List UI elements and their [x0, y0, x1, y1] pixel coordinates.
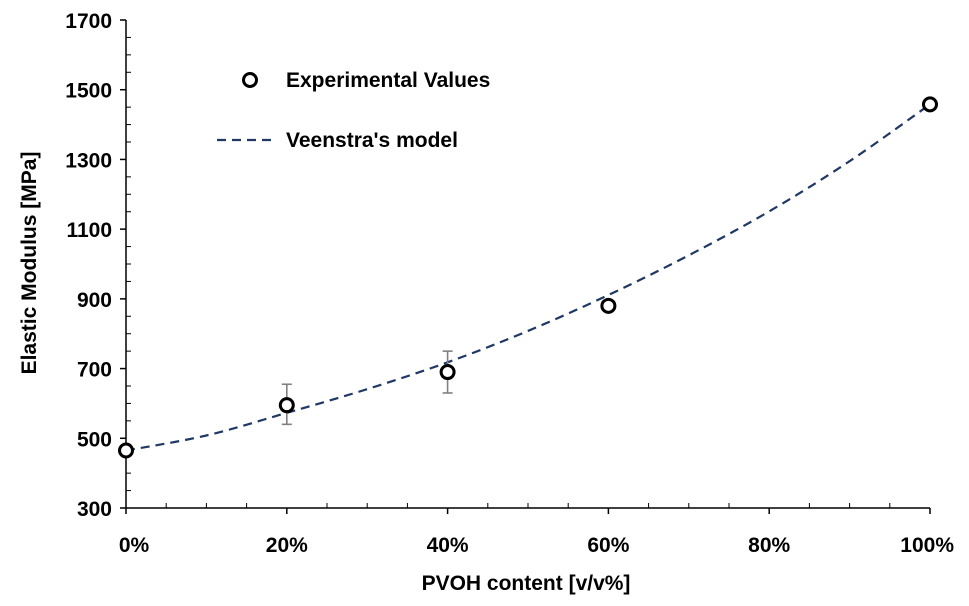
legend: Experimental Values Veenstra's model: [217, 69, 490, 152]
x-tick-label: 60%: [587, 534, 629, 557]
legend-label-veenstra: Veenstra's model: [286, 129, 458, 152]
x-tick-label: 80%: [748, 534, 790, 557]
x-tick-label: 100%: [900, 534, 954, 557]
x-tick-labels: 0% 20% 40% 60% 80% 100%: [119, 534, 954, 557]
experimental-point: [278, 397, 295, 414]
axes: [120, 19, 931, 514]
legend-label-experimental: Experimental Values: [286, 69, 490, 92]
y-tick-label: 300: [77, 498, 112, 521]
experimental-point: [600, 297, 617, 314]
y-tick-label: 1700: [65, 10, 112, 33]
experimental-point: [922, 96, 938, 113]
legend-marker-experimental: [242, 72, 258, 88]
x-tick-label: 0%: [119, 534, 150, 557]
y-tick-label: 1300: [65, 149, 112, 172]
experimental-point: [118, 442, 134, 459]
experimental-points: [118, 96, 938, 459]
y-tick-label: 500: [77, 428, 112, 451]
y-tick-labels: 300 500 700 900 1100 1300 1500 1700: [65, 10, 112, 521]
veenstra-model-curve: [125, 103, 931, 452]
experimental-point: [439, 364, 456, 381]
veenstra-model-line: [125, 103, 931, 452]
error-bars: [281, 350, 453, 426]
x-tick-label: 40%: [427, 534, 469, 557]
y-tick-label: 1500: [65, 80, 112, 103]
x-tick-label: 20%: [266, 534, 308, 557]
x-axis-title: PVOH content [v/v%]: [422, 572, 631, 595]
y-tick-label: 1100: [66, 219, 112, 242]
y-axis-title: Elastic Modulus [MPa]: [18, 152, 41, 375]
y-tick-label: 700: [77, 359, 112, 382]
y-tick-label: 900: [77, 289, 112, 312]
